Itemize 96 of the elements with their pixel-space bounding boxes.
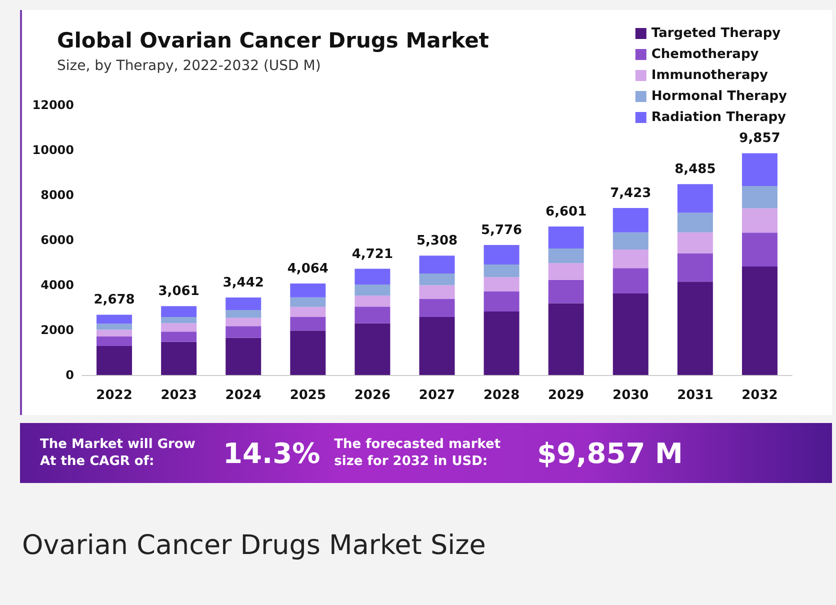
- bar: [354, 296, 390, 307]
- legend-label: Immunotherapy: [651, 68, 769, 83]
- y-tick-label: 12000: [32, 98, 74, 112]
- x-tick-label: 2024: [225, 388, 262, 403]
- bar: [612, 268, 648, 294]
- x-tick-label: 2031: [677, 388, 714, 403]
- x-tick-label: 2029: [548, 388, 584, 403]
- bar: [677, 282, 713, 375]
- bar: [96, 336, 132, 346]
- bar: [354, 306, 390, 324]
- bar: [612, 249, 648, 268]
- bar: [161, 323, 197, 332]
- bar: [677, 253, 713, 282]
- bar: [96, 346, 132, 375]
- bar: [96, 314, 132, 324]
- bar: [226, 298, 262, 310]
- bar: [226, 310, 262, 318]
- bar: [612, 232, 648, 250]
- bar: [354, 323, 390, 375]
- bar: [419, 316, 455, 375]
- legend-label: Targeted Therapy: [651, 26, 782, 41]
- y-tick-label: 10000: [32, 143, 74, 157]
- bar: [290, 297, 326, 307]
- bar: [96, 330, 132, 337]
- bar: [484, 264, 520, 278]
- bar: [742, 266, 778, 375]
- bar: [612, 208, 648, 232]
- x-tick-label: 2030: [612, 388, 649, 403]
- bar: [161, 316, 197, 324]
- chart-title: Global Ovarian Cancer Drugs Market: [57, 28, 489, 52]
- x-tick-label: 2028: [483, 388, 520, 403]
- bar: [677, 184, 713, 213]
- bar: [226, 326, 262, 338]
- bar: [548, 303, 584, 375]
- total-label: 7,423: [610, 186, 652, 201]
- bar: [484, 277, 520, 292]
- x-tick-label: 2032: [742, 388, 778, 403]
- text: 14.3%: [223, 436, 320, 470]
- bar: [548, 248, 584, 264]
- bar: [161, 332, 197, 342]
- bar: [161, 306, 197, 317]
- chart-subtitle: Size, by Therapy, 2022-2032 (USD M): [57, 58, 321, 74]
- total-label: 9,857: [739, 131, 780, 146]
- y-tick-label: 6000: [40, 233, 74, 247]
- text: The Market will Grow At the CAGR of:: [40, 436, 196, 470]
- bar: [484, 245, 520, 265]
- bar: [96, 324, 132, 330]
- bar: [612, 294, 648, 375]
- y-tick-label: 4000: [40, 278, 74, 292]
- total-label: 3,442: [222, 276, 264, 291]
- total-label: 6,601: [546, 204, 587, 220]
- bar: [161, 342, 197, 375]
- bar: [548, 280, 584, 304]
- x-tick-label: 2022: [96, 388, 132, 403]
- legend-label: Chemotherapy: [651, 47, 760, 62]
- x-tick-label: 2023: [160, 388, 197, 403]
- total-label: 5,308: [416, 234, 458, 249]
- bar: [419, 256, 455, 274]
- bar: [354, 284, 390, 296]
- bar: [548, 226, 584, 249]
- y-tick-label: 2000: [40, 323, 74, 337]
- bar: [290, 330, 326, 375]
- total-label: 4,064: [287, 262, 328, 277]
- text: $9,857 M: [537, 436, 683, 470]
- bar: [226, 338, 262, 375]
- x-tick-label: 2026: [354, 388, 391, 403]
- text: The forecasted market size for 2032 in USD:: [334, 436, 502, 470]
- bar: [226, 318, 262, 326]
- x-tick-label: 2025: [290, 388, 326, 403]
- bar: [484, 312, 520, 375]
- bar: [677, 232, 713, 254]
- bar: [742, 186, 778, 208]
- bar: [742, 208, 778, 233]
- bar: [290, 306, 326, 317]
- legend-label: Hormonal Therapy: [651, 89, 788, 104]
- legend-label: Radiation Therapy: [651, 110, 787, 125]
- bar: [484, 292, 520, 312]
- bar: [419, 285, 455, 299]
- total-label: 2,678: [94, 292, 135, 308]
- y-tick-label: 0: [66, 368, 74, 382]
- x-tick-label: 2027: [418, 388, 456, 403]
- bar: [677, 212, 713, 232]
- bar: [419, 298, 455, 317]
- bar: [419, 274, 455, 286]
- y-tick-label: 8000: [40, 188, 74, 202]
- bar: [742, 232, 778, 267]
- total-label: 3,061: [158, 284, 200, 300]
- bar: [548, 263, 584, 280]
- total-label: 4,721: [352, 246, 394, 262]
- bar: [290, 316, 326, 331]
- bar: [354, 268, 390, 285]
- bar: [742, 153, 778, 186]
- text: Ovarian Cancer Drugs Market Size: [22, 530, 486, 561]
- bar: [290, 284, 326, 298]
- total-label: 5,776: [480, 223, 522, 238]
- total-label: 8,485: [674, 162, 716, 178]
